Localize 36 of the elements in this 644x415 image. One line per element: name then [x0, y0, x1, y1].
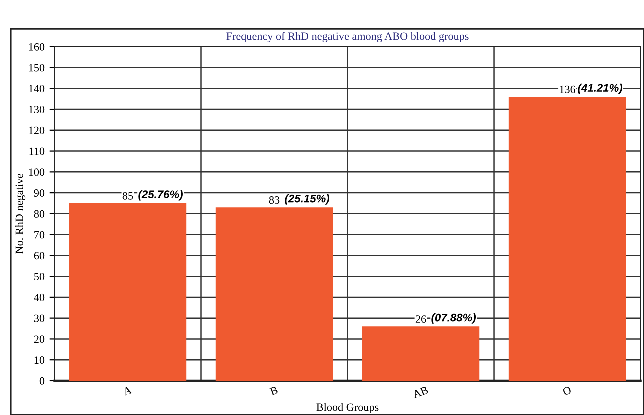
y-tick-label: 70 — [34, 231, 45, 239]
y-tick-label: 120 — [29, 126, 45, 134]
y-axis-title: No. RhD negative — [15, 174, 26, 254]
y-tick-label: 50 — [34, 273, 45, 281]
y-tick-label: 160 — [29, 43, 45, 51]
bar — [216, 208, 334, 381]
x-tick-label: AB — [412, 386, 429, 398]
y-tick-label: 100 — [29, 168, 45, 176]
annotation: (25.15%) — [285, 194, 330, 205]
y-tick-label: 40 — [34, 294, 45, 302]
x-axis-title: Blood Groups — [316, 403, 379, 414]
y-tick-label: 110 — [30, 148, 45, 156]
data-label: 85 — [122, 192, 134, 200]
data-label: 83 — [269, 196, 280, 204]
y-tick-label: 10 — [34, 356, 45, 364]
y-tick-label: 90 — [34, 190, 45, 198]
x-tick-label: O — [562, 386, 572, 396]
y-tick-label: 150 — [29, 64, 45, 72]
y-tick-label: 60 — [34, 252, 45, 260]
y-tick-label: 30 — [34, 314, 45, 322]
bar — [362, 326, 480, 381]
y-tick-label: 20 — [34, 336, 45, 344]
x-tick-label: B — [270, 386, 278, 396]
annotation: (07.88%) — [432, 314, 476, 324]
chart-title: Frequency of RhD negative among ABO blood groups — [226, 32, 469, 42]
y-tick-label: 130 — [29, 106, 45, 114]
data-label: 136 — [560, 86, 576, 94]
data-label: 26 — [416, 316, 426, 324]
x-tick-label: A — [122, 386, 133, 396]
y-tick-label: 140 — [29, 85, 45, 93]
y-tick-label: 80 — [34, 210, 45, 218]
annotation: (25.76%) — [138, 190, 184, 201]
bar — [508, 97, 626, 381]
y-tick-label: 0 — [40, 377, 45, 385]
annotation: (41.21%) — [578, 84, 623, 94]
bar — [69, 203, 187, 381]
